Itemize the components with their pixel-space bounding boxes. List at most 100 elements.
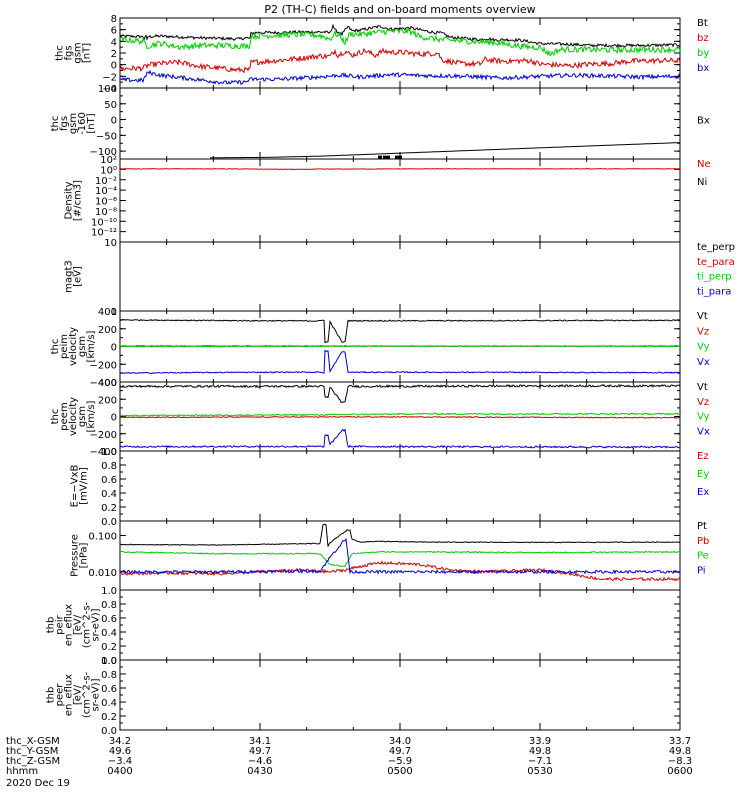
x-tick-label: −3.4 [108, 756, 132, 767]
panel-frame [119, 450, 681, 522]
y-axis-label-line: thc [50, 409, 61, 425]
y-tick-label: −2 [102, 72, 117, 83]
x-row-label: thc_X-GSM [6, 736, 60, 747]
y-axis-label-line: fgs [59, 116, 70, 131]
y-axis-label-line: peim [59, 334, 70, 359]
series-line-bz [119, 47, 681, 74]
y-axis-label-line: thc [50, 116, 61, 132]
y-axis-label-line: peer [55, 683, 66, 707]
legend-vt: Vt [697, 382, 708, 393]
series-line-pt [119, 523, 681, 547]
legend-te-para: te_para [697, 257, 735, 268]
y-axis-label-line: velocity [68, 327, 79, 366]
y-axis-label-line: thc [55, 45, 66, 61]
y-tick-label: 8 [111, 14, 117, 25]
y-axis-label-line: peem [59, 402, 70, 430]
y-tick-label: 10⁻¹² [91, 228, 117, 239]
legend-te-perp: te_perp [697, 242, 735, 253]
series-line-vt [119, 383, 681, 403]
series-line-ne [119, 168, 680, 171]
y-axis-label-line: [eV/ [73, 614, 84, 635]
y-tick-label: 0.6 [101, 614, 117, 625]
panel-5: −400−2000200400thcpeimvelocitygsm[km/s]V… [50, 307, 710, 389]
x-tick-label: 49.7 [389, 746, 411, 757]
y-tick-label: 0.0 [101, 656, 117, 667]
series-line-bt [119, 23, 681, 49]
panel-9: 0.0 0.2 0.4 0.6 0.8 1.0 thbpeiren_eflux[eV/(cm… [46, 586, 681, 667]
y-tick-label: 200 [98, 325, 117, 336]
y-axis-label-line: peir [55, 614, 66, 634]
y-tick-label: 6 [111, 26, 117, 37]
panel-frame [119, 589, 681, 661]
x-tick-label: 0500 [387, 766, 412, 777]
series-line-by [119, 26, 681, 57]
panel-frame [119, 87, 681, 160]
legend-bt: Bt [697, 18, 708, 29]
y-tick-label: −200 [90, 430, 117, 441]
y-axis-label-line: sr-eV)] [91, 678, 102, 711]
y-tick-label: 0 [111, 61, 117, 72]
y-tick-label: 0 [111, 116, 117, 127]
y-axis-label-line: (cm^2-s- [82, 601, 93, 648]
y-tick-label: −50 [96, 131, 117, 142]
legend-ni: Ni [697, 177, 707, 188]
y-axis-label-line: [nT] [82, 43, 93, 63]
legend-ne: Ne [697, 159, 711, 170]
legend-vx: Vx [697, 426, 710, 437]
legend-vy: Vy [697, 342, 710, 353]
date-label: 2020 Dec 19 [6, 778, 70, 789]
y-tick-label: 10 [104, 238, 117, 249]
y-tick-label: 10⁻⁶ [95, 197, 117, 208]
x-tick-label: 49.8 [529, 746, 551, 757]
legend-by: by [697, 48, 709, 59]
y-tick-label: 0.0 [101, 517, 117, 528]
legend-vx: Vx [697, 357, 710, 368]
plot-title: P2 (TH-C) fields and on-board moments ov… [264, 3, 535, 16]
legend-bz: bz [697, 33, 709, 44]
y-axis-label-line: gsm [73, 42, 84, 63]
y-tick-label: −100 [90, 147, 117, 158]
legend-bx: Bx [697, 116, 710, 127]
x-row-label: hhmm [6, 766, 38, 777]
y-axis-label-line: [#/cm3] [73, 180, 84, 221]
series-line-bx [210, 142, 680, 159]
x-tick-label: 34.0 [389, 736, 411, 747]
y-axis-label: magt3[eV] [64, 260, 84, 293]
y-tick-label: 10⁻² [95, 176, 117, 187]
x-tick-label: 0430 [247, 766, 272, 777]
y-tick-label: 0 [111, 343, 117, 354]
series-line-vz [120, 415, 681, 419]
y-tick-label: 2 [111, 49, 117, 60]
series-line-vt [119, 318, 681, 344]
y-tick-label: 0.4 [101, 628, 117, 639]
panel-frame [119, 241, 681, 312]
y-axis-label-line: E=−VxB [70, 465, 81, 508]
y-axis-label-line: gsm [77, 336, 88, 357]
y-tick-label: 200 [98, 395, 117, 406]
y-axis-label-line: thc [50, 339, 61, 355]
x-tick-label: 0400 [107, 766, 132, 777]
y-tick-label: 10² [100, 155, 117, 166]
y-tick-label: 10⁻⁸ [95, 207, 117, 218]
series-line-bx [119, 69, 681, 85]
y-axis-label-line: gsm [77, 406, 88, 427]
y-axis-label-line: -160 [77, 112, 88, 135]
x-row-label: thc_Z-GSM [6, 756, 60, 767]
legend-pt: Pt [697, 521, 707, 532]
y-tick-label: 0.010 [88, 568, 117, 579]
y-tick-label: 0.8 [101, 600, 117, 611]
y-axis-label-line: [mV/m] [79, 467, 90, 505]
y-axis-label-line: [nPa] [79, 542, 90, 568]
x-tick-label: 49.6 [109, 746, 131, 757]
y-tick-label: 0.2 [101, 503, 117, 514]
y-axis-label: Pressure[nPa] [70, 534, 90, 577]
x-tick-label: 34.2 [109, 736, 131, 747]
legend-ex: Ex [697, 487, 709, 498]
y-axis-label-line: en_eflux [64, 604, 75, 646]
y-axis-label-line: [eV/ [73, 684, 84, 705]
y-axis-label-line: Density [64, 181, 75, 219]
y-axis-label-line: [km/s] [86, 330, 97, 362]
